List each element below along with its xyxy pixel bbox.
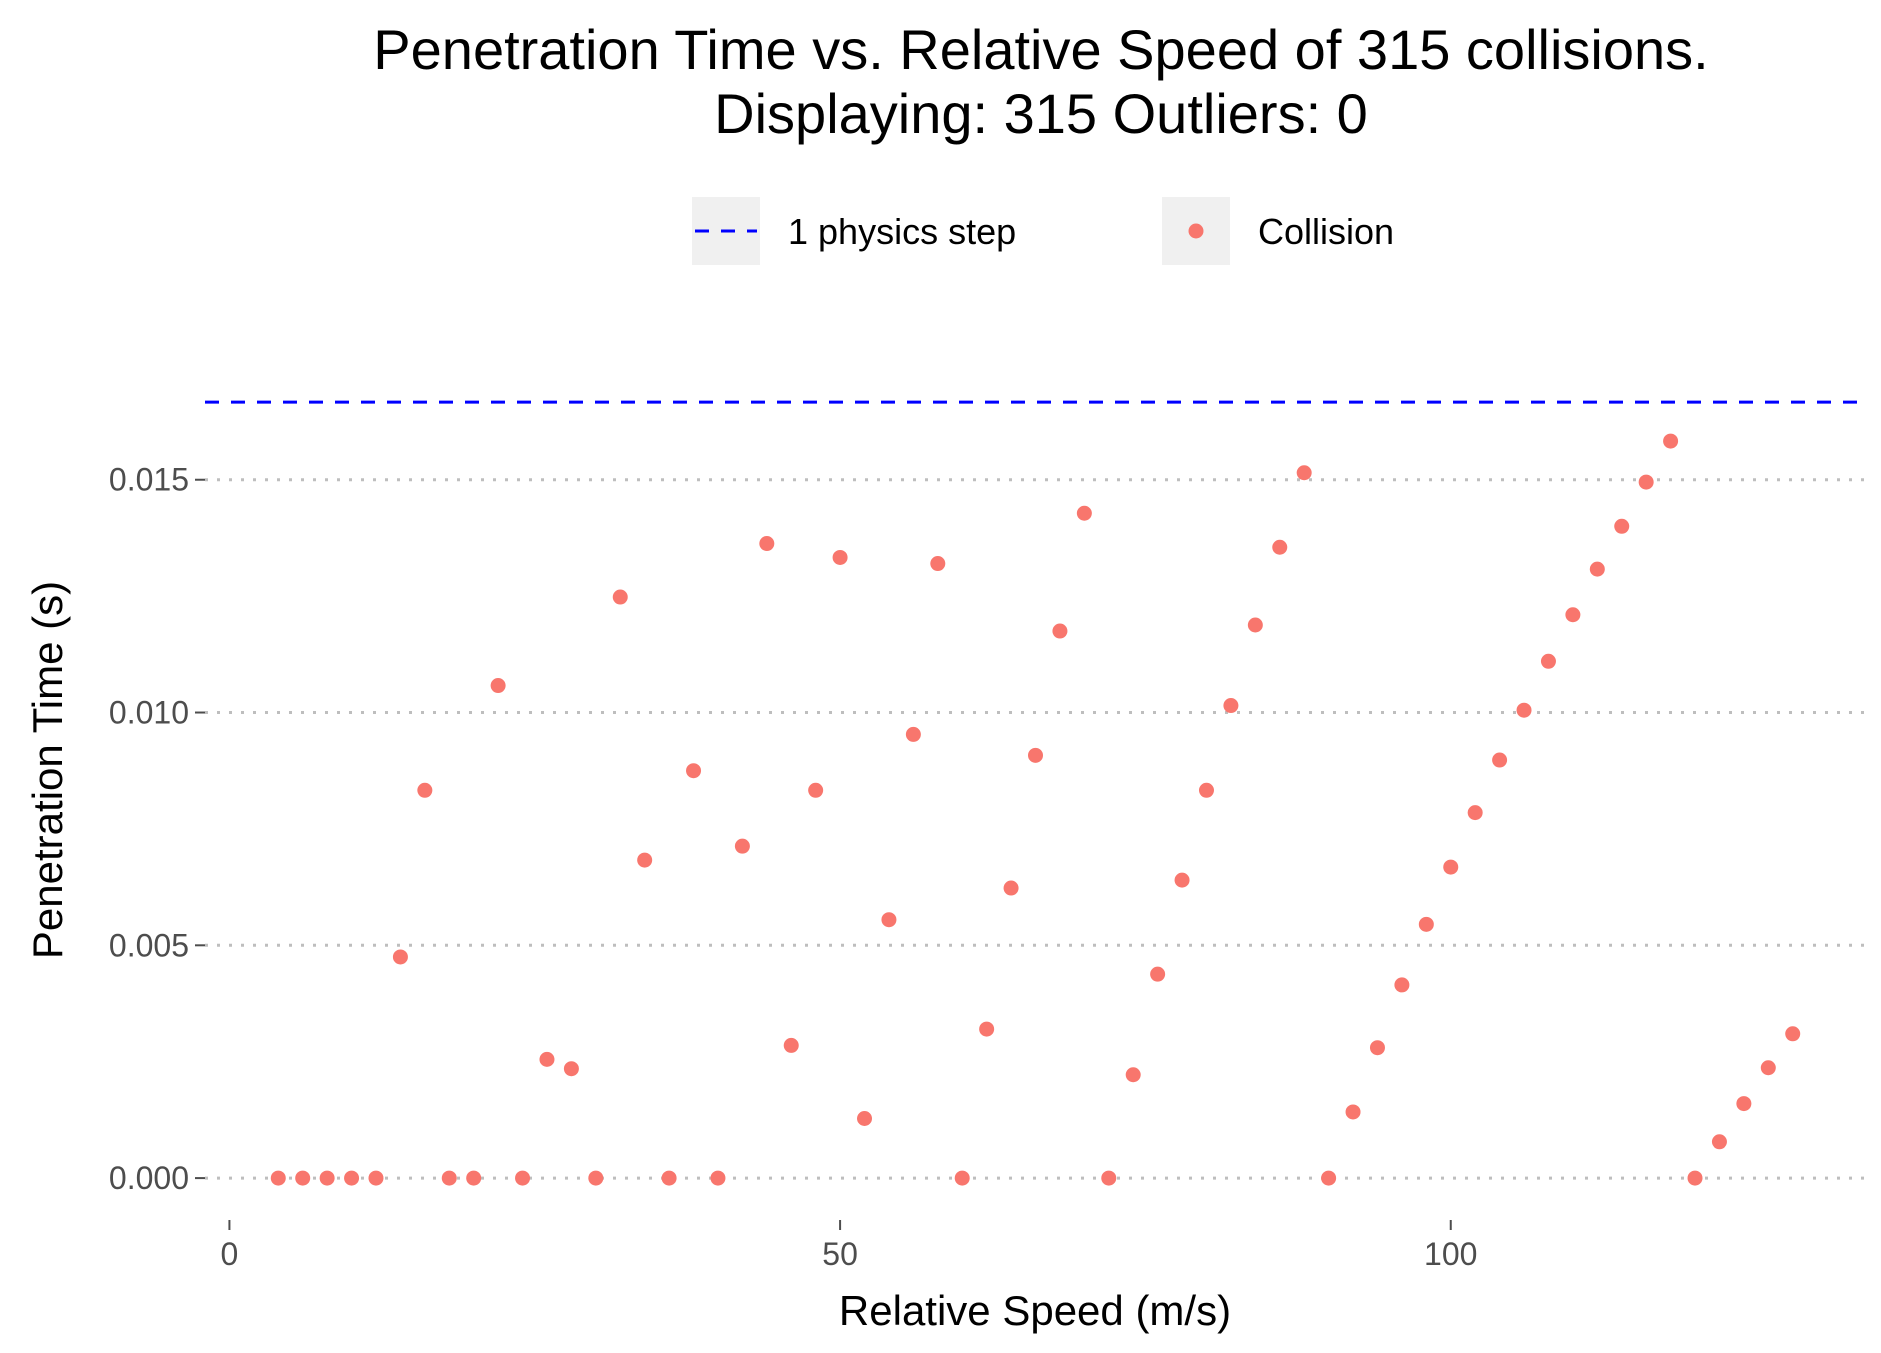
data-point — [368, 1170, 384, 1186]
legend-point-glyph — [1188, 223, 1204, 239]
data-point — [515, 1170, 531, 1186]
x-tick-label: 50 — [822, 1236, 858, 1272]
data-point — [588, 1170, 604, 1186]
data-point — [1711, 1134, 1727, 1150]
data-point — [710, 1170, 726, 1186]
data-point — [270, 1170, 286, 1186]
data-point — [930, 556, 946, 572]
data-point — [1125, 1067, 1141, 1083]
data-point — [1760, 1060, 1776, 1076]
data-point — [954, 1170, 970, 1186]
y-tick-label: 0.005 — [109, 927, 189, 963]
data-point — [295, 1170, 311, 1186]
data-point — [1418, 916, 1434, 932]
data-point — [857, 1111, 873, 1127]
legend-label-physics-step: 1 physics step — [788, 211, 1016, 252]
data-point — [1052, 623, 1068, 639]
data-point — [392, 949, 408, 965]
y-tick-label: 0.015 — [109, 462, 189, 498]
data-point — [686, 763, 702, 779]
y-axis-title: Penetration Time (s) — [24, 581, 71, 959]
data-point — [1174, 872, 1190, 888]
data-point — [1272, 539, 1288, 555]
data-point — [1614, 518, 1630, 534]
data-point — [563, 1061, 579, 1077]
data-point — [1028, 747, 1043, 763]
data-point — [1492, 752, 1508, 768]
y-axis: 0.000 0.005 0.010 0.015 — [109, 462, 205, 1196]
data-point — [1321, 1170, 1337, 1186]
data-point — [905, 726, 921, 742]
data-point — [417, 782, 433, 798]
data-point — [1736, 1096, 1752, 1112]
data-point — [1247, 617, 1263, 633]
x-axis-title: Relative Speed (m/s) — [839, 1287, 1231, 1334]
data-point — [1369, 1040, 1385, 1056]
data-point — [1345, 1104, 1361, 1120]
data-point — [1516, 702, 1532, 718]
chart-title-line2: Displaying: 315 Outliers: 0 — [714, 82, 1368, 145]
data-point — [319, 1170, 335, 1186]
x-tick-label: 100 — [1424, 1236, 1477, 1272]
data-point — [441, 1170, 457, 1186]
data-point — [612, 589, 628, 605]
data-point — [466, 1170, 482, 1186]
data-point — [1638, 474, 1654, 490]
data-point — [1443, 859, 1459, 875]
data-point — [637, 852, 653, 868]
legend-label-collision: Collision — [1258, 211, 1394, 252]
chart-title-line1: Penetration Time vs. Relative Speed of 3… — [373, 18, 1709, 81]
data-point — [1003, 880, 1019, 896]
x-tick-label: 0 — [221, 1236, 239, 1272]
data-point — [1150, 966, 1166, 982]
y-tick-label: 0.000 — [109, 1160, 189, 1196]
data-point — [490, 678, 506, 694]
data-point — [1589, 561, 1605, 577]
data-point — [1663, 433, 1679, 449]
legend: 1 physics step Collision — [692, 197, 1394, 265]
data-point — [1394, 977, 1410, 993]
data-point — [1687, 1170, 1703, 1186]
data-point — [808, 782, 824, 798]
data-point — [1296, 465, 1312, 481]
data-point — [661, 1170, 677, 1186]
data-point — [881, 912, 897, 928]
data-point — [1101, 1170, 1117, 1186]
data-point — [979, 1021, 995, 1037]
data-point — [539, 1051, 555, 1067]
data-point — [1467, 805, 1483, 821]
data-point — [1198, 782, 1214, 798]
grid — [205, 478, 1866, 1180]
data-point — [783, 1037, 799, 1053]
data-point — [1565, 607, 1581, 623]
data-point — [759, 536, 775, 552]
data-point — [344, 1170, 360, 1186]
data-point — [1076, 505, 1092, 521]
y-tick-label: 0.010 — [109, 695, 189, 731]
data-points — [270, 433, 1801, 1186]
data-point — [832, 549, 848, 565]
data-point — [1540, 653, 1556, 669]
data-point — [734, 838, 750, 854]
data-point — [1785, 1026, 1801, 1042]
x-axis: 0 50 100 — [221, 1220, 1477, 1272]
data-point — [1223, 698, 1239, 714]
